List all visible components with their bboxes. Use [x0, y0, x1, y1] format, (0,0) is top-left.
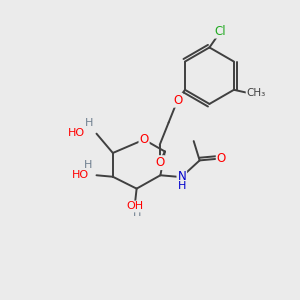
Text: HO: HO [72, 170, 89, 180]
Text: H: H [85, 118, 93, 128]
Text: O: O [155, 156, 164, 169]
Text: Cl: Cl [214, 25, 226, 38]
Text: H: H [178, 181, 186, 191]
Text: HO: HO [68, 128, 85, 138]
Text: O: O [217, 152, 226, 165]
Text: CH₃: CH₃ [247, 88, 266, 98]
Text: O: O [173, 94, 182, 107]
Text: O: O [140, 133, 149, 146]
Text: OH: OH [127, 202, 144, 212]
Text: H: H [132, 208, 141, 218]
Text: H: H [83, 160, 92, 170]
Text: N: N [177, 170, 186, 183]
